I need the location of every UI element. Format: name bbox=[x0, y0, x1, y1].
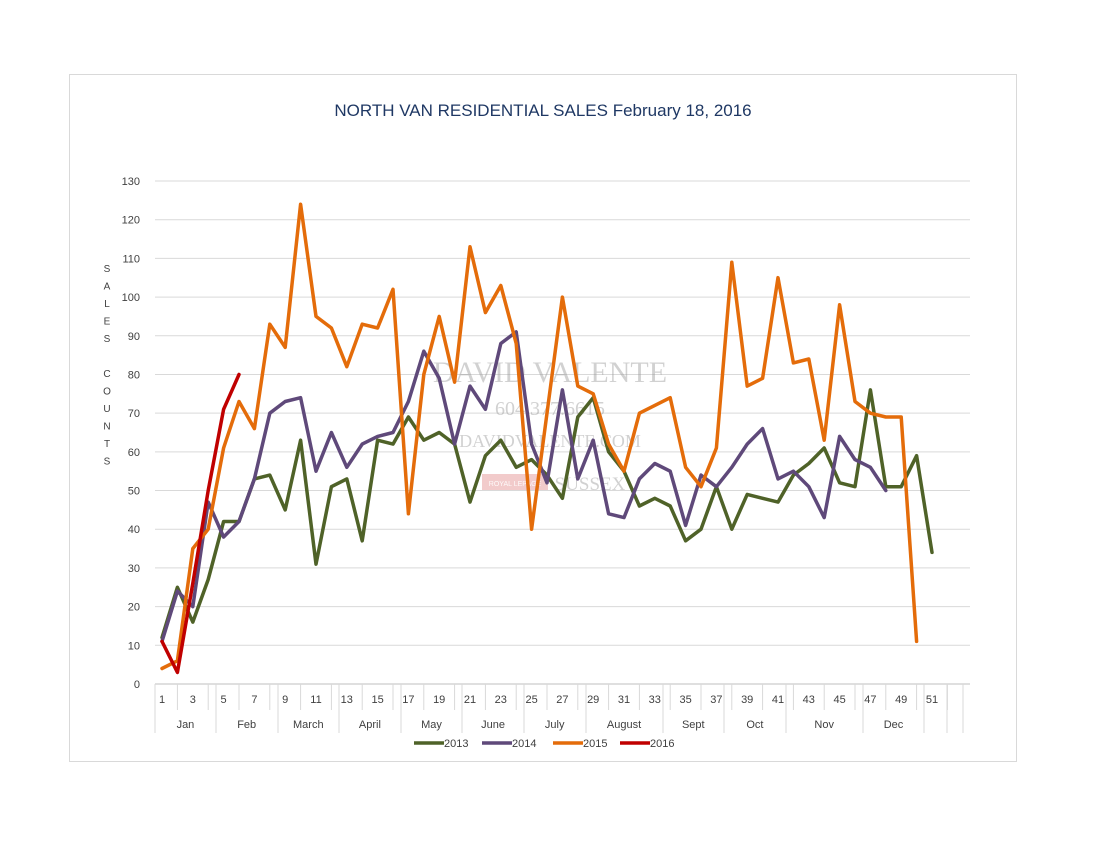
legend-label-2015: 2015 bbox=[583, 738, 607, 750]
x-tick-label: 33 bbox=[649, 694, 661, 706]
chart-title: NORTH VAN RESIDENTIAL SALES February 18,… bbox=[334, 101, 752, 120]
series-line-2016 bbox=[160, 372, 241, 675]
x-month-label: Oct bbox=[746, 719, 763, 731]
x-tick-label: 5 bbox=[221, 694, 227, 706]
watermark-logo-text: ROYAL LEPAGE bbox=[489, 481, 542, 488]
x-tick-label: 1 bbox=[159, 694, 165, 706]
watermark-line4: SUSSEX bbox=[555, 474, 626, 495]
x-tick-label: 17 bbox=[402, 694, 414, 706]
legend-label-2013: 2013 bbox=[444, 738, 468, 750]
x-tick-label: 31 bbox=[618, 694, 630, 706]
y-tick-label: 30 bbox=[128, 563, 140, 575]
y-axis-label-letter: N bbox=[103, 422, 110, 433]
y-axis-label-letter: S bbox=[104, 264, 111, 275]
x-tick-label: 41 bbox=[772, 694, 784, 706]
x-tick-label: 25 bbox=[525, 694, 537, 706]
series-line-2013 bbox=[160, 388, 934, 640]
x-tick-label: 3 bbox=[190, 694, 196, 706]
x-tick-label: 45 bbox=[833, 694, 845, 706]
y-tick-label: 0 bbox=[134, 679, 140, 691]
series-lines bbox=[160, 202, 934, 675]
x-month-label: April bbox=[359, 719, 381, 731]
y-axis-label-letter: C bbox=[103, 369, 110, 380]
series-line-2015 bbox=[160, 202, 919, 671]
x-month-label: May bbox=[421, 719, 442, 731]
x-month-label: Dec bbox=[884, 719, 904, 731]
y-axis-label-letter: S bbox=[104, 457, 111, 468]
y-tick-label: 120 bbox=[122, 215, 140, 227]
x-month-label: June bbox=[481, 719, 505, 731]
x-tick-label: 7 bbox=[251, 694, 257, 706]
x-tick-label: 11 bbox=[310, 694, 321, 706]
y-axis-label-letter: S bbox=[104, 334, 111, 345]
y-axis-label-letter: U bbox=[103, 404, 110, 415]
x-month-label: March bbox=[293, 719, 324, 731]
y-axis-label-letter: T bbox=[104, 439, 110, 450]
x-tick-label: 15 bbox=[371, 694, 383, 706]
x-month-label: Nov bbox=[814, 719, 834, 731]
y-axis-ticks: 0 10 20 30 40 50 60 70 80 90 100 110 120 130 bbox=[122, 176, 140, 691]
x-tick-label: 27 bbox=[556, 694, 568, 706]
x-tick-label: 9 bbox=[282, 694, 288, 706]
y-axis-label-letter: O bbox=[103, 387, 111, 398]
x-month-label: Feb bbox=[237, 719, 256, 731]
x-tick-label: 37 bbox=[710, 694, 722, 706]
y-tick-label: 60 bbox=[128, 447, 140, 459]
y-axis-label-letter: A bbox=[104, 282, 111, 293]
chart-frame bbox=[69, 74, 1017, 762]
watermark: DAVID VALENTE 604.377.6615 DAVIDVALENTE.… bbox=[433, 356, 667, 495]
y-axis-label-letter: E bbox=[104, 317, 111, 328]
x-tick-label: 13 bbox=[341, 694, 353, 706]
series-line-2014 bbox=[160, 330, 888, 644]
x-tick-label: 39 bbox=[741, 694, 753, 706]
y-tick-label: 40 bbox=[128, 524, 140, 536]
x-tick-label: 29 bbox=[587, 694, 599, 706]
y-tick-label: 110 bbox=[122, 253, 140, 265]
x-month-label: August bbox=[607, 719, 641, 731]
x-month-label: Jan bbox=[177, 719, 195, 731]
x-tick-label: 19 bbox=[433, 694, 445, 706]
x-tick-label: 49 bbox=[895, 694, 907, 706]
legend: 2013 2014 2015 2016 bbox=[414, 738, 674, 750]
x-axis: 1 3 5 7 9 11 13 15 17 19 21 23 25 27 29 31 33 35 37 39 41 43 4… bbox=[154, 684, 964, 733]
x-tick-label: 51 bbox=[926, 694, 938, 706]
x-tick-label: 43 bbox=[803, 694, 815, 706]
y-tick-label: 70 bbox=[128, 408, 140, 420]
x-tick-label: 35 bbox=[679, 694, 691, 706]
y-tick-label: 130 bbox=[122, 176, 140, 188]
x-month-label: Sept bbox=[682, 719, 705, 731]
y-tick-label: 10 bbox=[128, 640, 140, 652]
y-tick-label: 100 bbox=[122, 292, 140, 304]
y-tick-label: 80 bbox=[128, 369, 140, 381]
x-month-label: July bbox=[545, 719, 565, 731]
watermark-logo-box bbox=[482, 474, 548, 490]
y-axis-label-letter: L bbox=[104, 299, 110, 310]
watermark-line3: DAVIDVALENTE.COM bbox=[459, 431, 641, 451]
x-tick-label: 21 bbox=[464, 694, 476, 706]
x-tick-label: 47 bbox=[864, 694, 876, 706]
y-tick-label: 50 bbox=[128, 486, 140, 498]
x-tick-label: 23 bbox=[495, 694, 507, 706]
legend-label-2016: 2016 bbox=[650, 738, 674, 750]
y-tick-label: 90 bbox=[128, 331, 140, 343]
legend-label-2014: 2014 bbox=[512, 738, 536, 750]
y-tick-label: 20 bbox=[128, 602, 140, 614]
